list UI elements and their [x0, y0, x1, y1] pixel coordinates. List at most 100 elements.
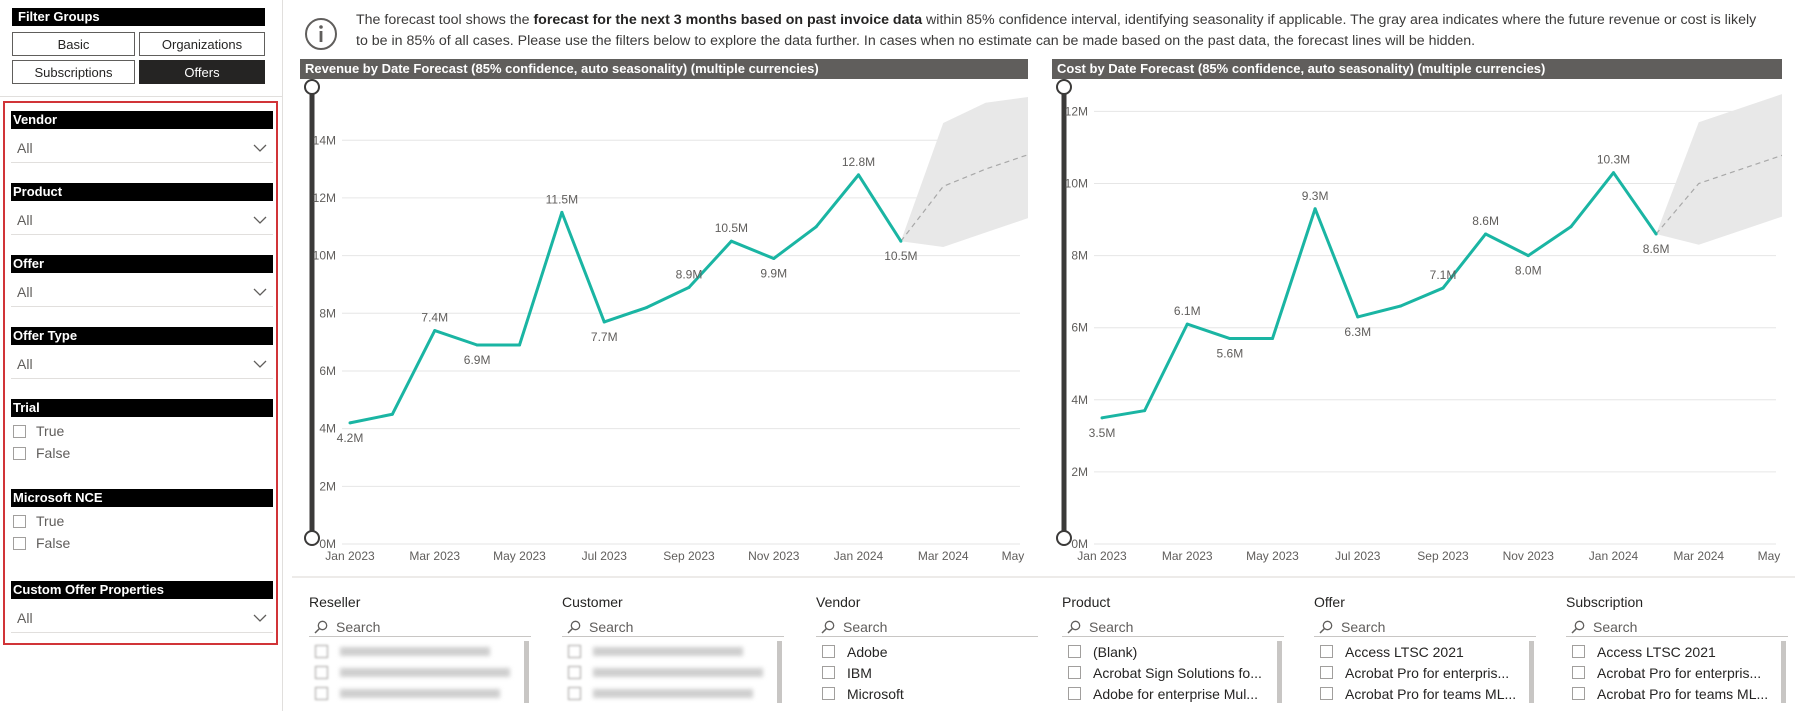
nce-true-checkbox[interactable]: True — [13, 513, 64, 529]
product-dropdown[interactable]: All — [11, 205, 273, 235]
offer-dropdown[interactable]: All — [11, 277, 273, 307]
data-point — [1569, 225, 1573, 229]
subscription-item-list: Access LTSC 2021 Acrobat Pro for enterpri… — [1566, 641, 1788, 704]
redacted-text — [340, 647, 490, 656]
nce-false-checkbox[interactable]: False — [13, 535, 70, 551]
redacted-list-item[interactable] — [562, 641, 784, 662]
data-point — [433, 329, 437, 333]
data-point — [602, 320, 606, 324]
checkbox-icon — [13, 424, 26, 438]
subscription-search-input[interactable]: Search — [1566, 617, 1788, 637]
checkbox-icon — [1068, 645, 1081, 658]
x-tick-label: May 2024 — [1758, 549, 1782, 563]
list-item[interactable]: (Blank) — [1062, 641, 1284, 662]
data-point — [1271, 337, 1274, 341]
search-icon — [1571, 620, 1585, 634]
filter-group-offers-button[interactable]: Offers — [139, 60, 265, 84]
data-point — [1185, 322, 1189, 326]
redacted-list-item[interactable] — [562, 662, 784, 683]
x-tick-label: Mar 2023 — [409, 549, 460, 563]
list-item[interactable]: Acrobat Sign Solutions fo... — [1062, 662, 1284, 683]
data-label: 8.6M — [1472, 214, 1499, 228]
data-point — [1228, 337, 1232, 341]
scrollbar[interactable] — [1529, 641, 1534, 703]
list-item[interactable]: Acrobat Pro for teams ML... — [1566, 683, 1788, 704]
reseller-search-input[interactable]: Search — [309, 617, 531, 637]
offer-filter-title: Offer — [11, 255, 273, 273]
filter-group-subscriptions-button[interactable]: Subscriptions — [12, 60, 135, 84]
list-item-label: Acrobat Pro for teams ML... — [1345, 685, 1517, 702]
offer-filters-panel: Vendor All Product All Offer All Offer T… — [3, 101, 278, 645]
list-item[interactable]: Adobe for enterprise Mul... — [1062, 683, 1284, 704]
list-item-label: IBM — [847, 664, 872, 681]
list-item[interactable]: Access LTSC 2021 — [1314, 641, 1536, 662]
product-search-input[interactable]: Search — [1062, 617, 1284, 637]
reseller-slicer-title: Reseller — [309, 594, 361, 610]
list-item[interactable]: Microsoft — [816, 683, 1038, 704]
data-point — [1356, 315, 1360, 319]
range-slider-handle-top — [1056, 79, 1072, 95]
scrollbar[interactable] — [777, 641, 782, 703]
custom-offer-properties-dropdown-value: All — [17, 609, 33, 626]
cost-forecast-chart[interactable]: Cost by Date Forecast (85% confidence, a… — [1052, 59, 1782, 569]
microsoft-nce-filter-title: Microsoft NCE — [11, 489, 273, 507]
y-tick-label: 12M — [1065, 104, 1088, 118]
scrollbar[interactable] — [524, 641, 529, 703]
offer-search-input[interactable]: Search — [1314, 617, 1536, 637]
list-item[interactable]: IBM — [816, 662, 1038, 683]
x-tick-label: Mar 2023 — [1162, 549, 1213, 563]
offer-item-list: Access LTSC 2021 Acrobat Pro for enterpri… — [1314, 641, 1536, 704]
vendor-dropdown[interactable]: All — [11, 133, 273, 163]
list-item-label: Microsoft — [847, 685, 904, 702]
list-item[interactable]: Access LTSC 2021 — [1566, 641, 1788, 662]
data-label: 8.6M — [1643, 242, 1670, 256]
data-point — [1143, 409, 1147, 413]
divider — [292, 576, 1795, 578]
y-tick-label: 6M — [1071, 321, 1088, 335]
chevron-down-icon — [253, 144, 267, 152]
offer-dropdown-value: All — [17, 283, 33, 300]
trial-true-checkbox[interactable]: True — [13, 423, 64, 439]
y-tick-label: 14M — [313, 133, 336, 147]
checkbox-icon — [1572, 645, 1585, 658]
data-point — [1654, 232, 1658, 236]
vendor-dropdown-value: All — [17, 139, 33, 156]
x-tick-label: Jan 2024 — [834, 549, 884, 563]
y-tick-label: 0M — [319, 537, 336, 551]
checkbox-label: False — [36, 445, 71, 461]
data-label: 6.9M — [464, 353, 491, 367]
filter-group-organizations-button[interactable]: Organizations — [139, 32, 265, 56]
description-text: The forecast tool shows the — [356, 12, 534, 28]
list-item[interactable]: Adobe — [816, 641, 1038, 662]
filter-group-basic-button[interactable]: Basic — [12, 32, 135, 56]
customer-search-input[interactable]: Search — [562, 617, 784, 637]
data-point — [899, 239, 903, 243]
trial-false-checkbox[interactable]: False — [13, 445, 70, 461]
offer-type-dropdown[interactable]: All — [11, 349, 273, 379]
search-placeholder: Search — [336, 618, 381, 635]
offer-type-filter-title: Offer Type — [11, 327, 273, 345]
scrollbar[interactable] — [1277, 641, 1282, 703]
list-item[interactable]: Acrobat Pro for teams ML... — [1314, 683, 1536, 704]
redacted-list-item[interactable] — [309, 641, 531, 662]
x-tick-label: Jan 2024 — [1589, 549, 1639, 563]
confidence-band — [1656, 94, 1782, 245]
chevron-down-icon — [253, 614, 267, 622]
list-item[interactable]: Acrobat Pro for enterpris... — [1566, 662, 1788, 683]
list-item-label: Acrobat Pro for teams ML... — [1597, 685, 1769, 702]
y-tick-label: 10M — [1065, 177, 1088, 191]
custom-offer-properties-dropdown[interactable]: All — [11, 603, 273, 633]
revenue-forecast-chart[interactable]: Revenue by Date Forecast (85% confidence… — [300, 59, 1028, 569]
reseller-item-list — [309, 641, 531, 704]
redacted-list-item[interactable] — [309, 683, 531, 704]
data-label: 6.3M — [1344, 325, 1371, 339]
scrollbar[interactable] — [1781, 641, 1786, 703]
list-item[interactable]: Acrobat Pro for enterpris... — [1314, 662, 1536, 683]
data-point — [1526, 254, 1530, 258]
redacted-list-item[interactable] — [562, 683, 784, 704]
redacted-list-item[interactable] — [309, 662, 531, 683]
vendor-search-input[interactable]: Search — [816, 617, 1038, 637]
checkbox-icon — [1572, 687, 1585, 700]
data-point — [1313, 207, 1317, 211]
range-slider-handle-bottom — [1056, 530, 1072, 546]
